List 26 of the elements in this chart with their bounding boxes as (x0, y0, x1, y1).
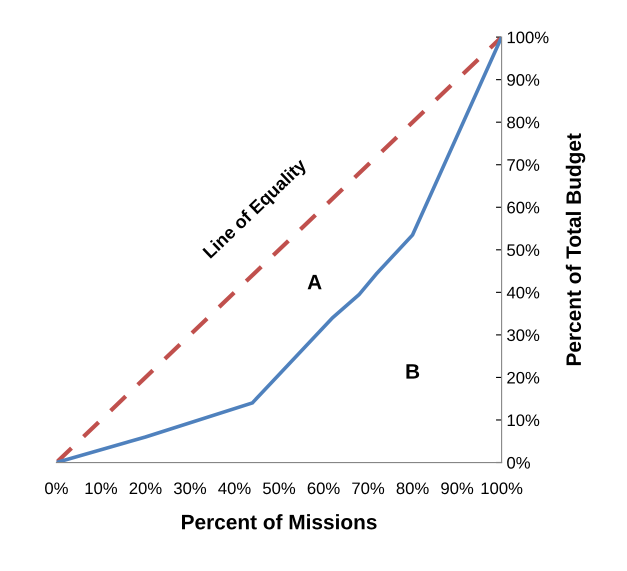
y-tick-label: 80% (507, 116, 540, 128)
y-axis-title: Percent of Total Budget (566, 133, 586, 366)
x-tick-label: 100% (482, 482, 522, 494)
x-tick-label: 10% (86, 482, 118, 494)
y-tick-label: 0% (507, 456, 530, 469)
y-tick-label: 60% (507, 202, 540, 214)
x-tick-label: 20% (130, 482, 162, 494)
x-tick-label: 70% (352, 482, 384, 494)
annotation: B (406, 364, 420, 379)
annotation: A (308, 274, 322, 290)
y-tick-label: 30% (507, 329, 540, 342)
y-tick-label: 20% (507, 372, 540, 384)
x-axis-title: Percent of Missions (182, 514, 377, 530)
y-tick-label: 10% (508, 414, 540, 426)
x-tick-label: 90% (441, 482, 474, 494)
y-tick-label: 90% (507, 74, 540, 86)
y-tick-label: 100% (508, 32, 548, 44)
x-tick-label: 60% (308, 482, 340, 494)
x-tick-label: 0% (45, 482, 68, 494)
y-tick-label: 40% (506, 286, 540, 299)
x-tick-label: 50% (263, 482, 296, 494)
x-tick-label: 40% (218, 482, 251, 494)
x-tick-label: 30% (174, 482, 206, 494)
y-tick-label: 50% (507, 244, 540, 256)
y-tick-label: 70% (507, 159, 540, 171)
x-tick-label: 80% (396, 482, 429, 494)
